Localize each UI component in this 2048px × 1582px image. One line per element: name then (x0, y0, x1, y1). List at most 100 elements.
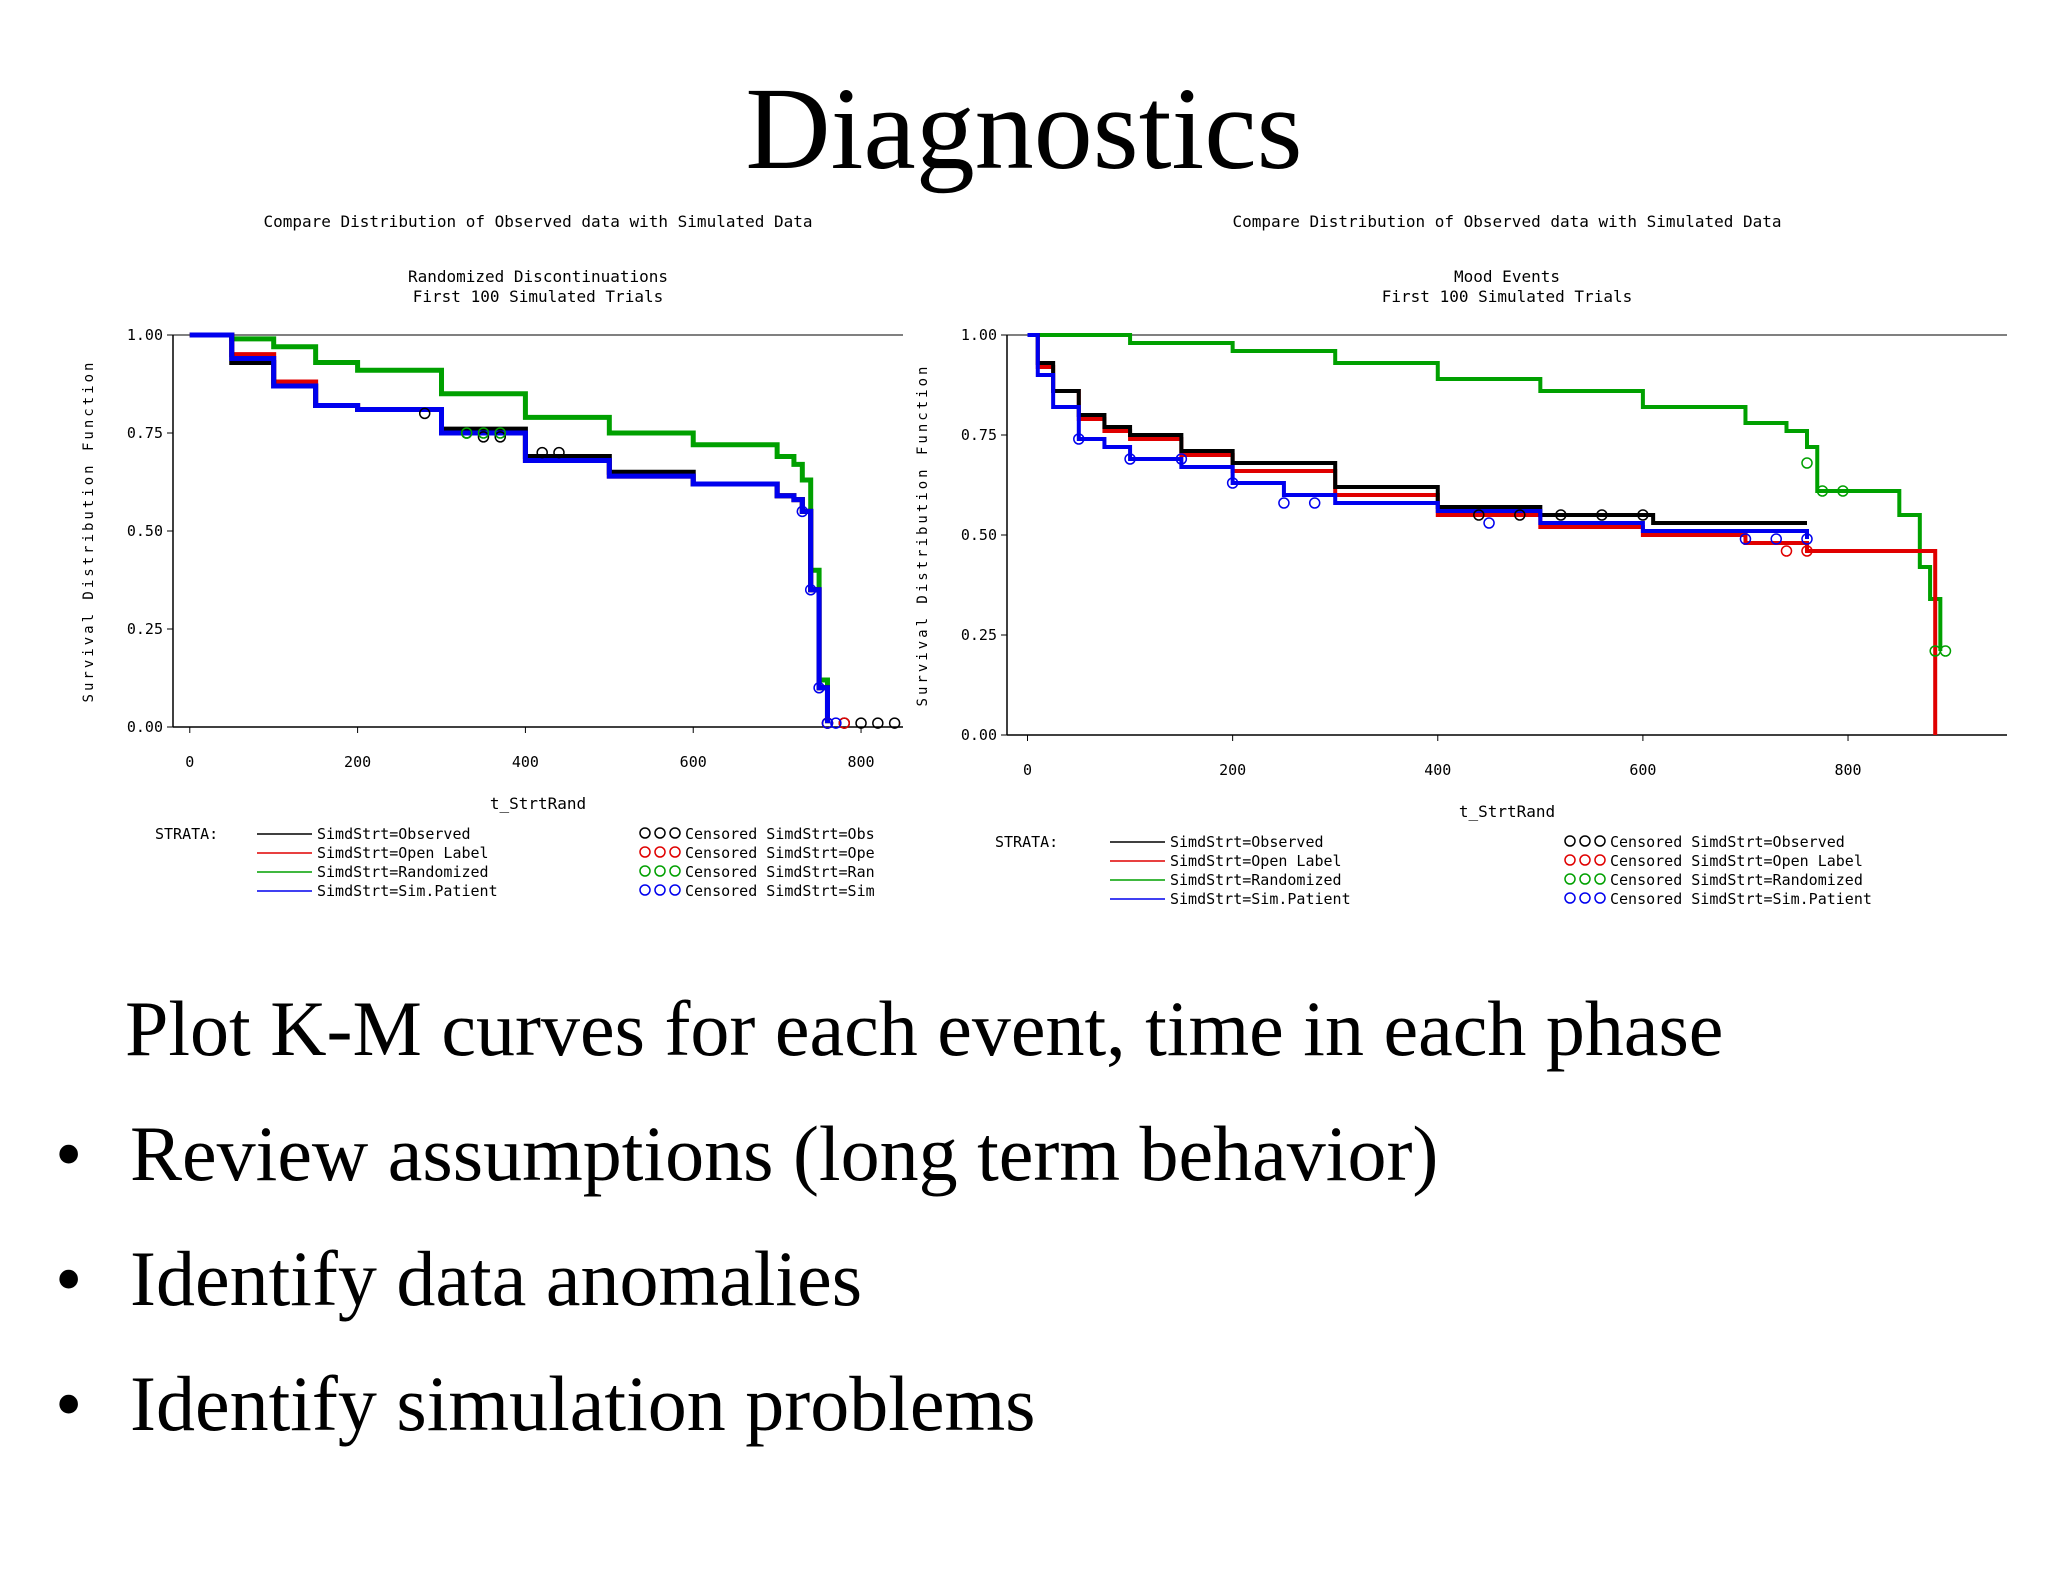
legend-marker-swatch (1579, 835, 1591, 847)
censored-marker (1483, 517, 1495, 529)
legend-marker-swatch (1594, 873, 1606, 885)
censored-marker (418, 407, 431, 420)
x-axis-label: t_StrtRand (1459, 802, 1555, 821)
legend-marker-swatch (1564, 873, 1576, 885)
legend-title: STRATA: (995, 833, 1058, 851)
legend-label: Censored SimdStrt=Ran (685, 863, 875, 881)
km-chart-mood-events: Compare Distribution of Observed data wi… (915, 205, 2040, 945)
censored-marker (1175, 453, 1188, 465)
x-tick-label: 0 (185, 753, 194, 771)
y-axis-label: Survival Distribution Function (915, 364, 931, 707)
legend-label: SimdStrt=Open Label (317, 844, 489, 862)
x-axis-label: t_StrtRand (490, 794, 586, 813)
y-tick-label: 0.25 (127, 620, 163, 638)
chart-title: Compare Distribution of Observed data wi… (263, 212, 812, 231)
bullet-symbol: • (55, 1360, 83, 1447)
km-chart-randomized-discontinuations: Compare Distribution of Observed data wi… (81, 205, 935, 945)
bullet-text: Identify simulation problems (130, 1360, 1036, 1447)
chart-subtitle: Mood Events (1454, 267, 1560, 286)
censored-marker (477, 427, 490, 439)
legend-marker-swatch (669, 865, 681, 877)
censored-marker (1801, 545, 1813, 557)
legend-marker-swatch (669, 827, 681, 839)
y-tick-label: 0.00 (127, 718, 163, 736)
legend-label: SimdStrt=Sim.Patient (317, 882, 498, 900)
legend-label: SimdStrt=Observed (1170, 833, 1324, 851)
km-series-line (189, 332, 830, 724)
censored-marker (830, 717, 842, 729)
y-tick-label: 0.75 (961, 426, 997, 444)
chart-svg: Compare Distribution of Observed data wi… (81, 212, 903, 900)
censored-marker (838, 717, 851, 729)
censored-marker (1770, 533, 1782, 545)
y-tick-label: 1.00 (127, 326, 163, 344)
y-tick-label: 0.00 (961, 726, 997, 744)
legend-label: Censored SimdStrt=Sim.Patient (1610, 890, 1872, 908)
censored-marker (1226, 477, 1239, 489)
censored-marker (1514, 509, 1526, 521)
legend-label: SimdStrt=Open Label (1170, 852, 1342, 870)
y-tick-label: 1.00 (961, 326, 997, 344)
censored-marker (494, 431, 506, 443)
legend-marker-swatch (1564, 835, 1576, 847)
censored-marker (1801, 457, 1813, 469)
x-tick-label: 400 (512, 753, 539, 771)
legend-marker-swatch (669, 884, 681, 896)
censored-marker (536, 446, 548, 459)
legend-marker-swatch (639, 865, 651, 877)
censored-marker (1816, 485, 1829, 497)
censored-marker (872, 717, 884, 729)
censored-marker (460, 427, 473, 439)
bullet-item: • Identify simulation problems (55, 1365, 1036, 1443)
censored-marker (1739, 533, 1752, 545)
x-tick-label: 200 (1219, 761, 1246, 779)
km-series-line (1027, 333, 1943, 651)
x-tick-label: 800 (1834, 761, 1861, 779)
censored-marker (477, 431, 490, 443)
bullet-item: • Identify data anomalies (55, 1240, 862, 1318)
censored-marker (1308, 497, 1321, 509)
censored-marker (1939, 645, 1952, 657)
censored-marker (1801, 533, 1813, 545)
legend-label: SimdStrt=Randomized (317, 863, 489, 881)
censored-marker (1124, 453, 1136, 465)
censored-marker (804, 584, 817, 596)
censored-marker (1837, 485, 1849, 497)
chart-svg: Compare Distribution of Observed data wi… (915, 212, 2007, 908)
legend-marker-swatch (654, 884, 666, 896)
legend-marker-swatch (654, 846, 666, 858)
censored-marker (1637, 509, 1649, 521)
bullet-text: Review assumptions (long term behavior) (130, 1110, 1439, 1197)
y-tick-label: 0.50 (961, 526, 997, 544)
legend-marker-swatch (639, 827, 651, 839)
legend-label: Censored SimdStrt=Randomized (1610, 871, 1863, 889)
bullet-item: • Review assumptions (long term behavior) (55, 1115, 1438, 1193)
legend-marker-swatch (1579, 873, 1591, 885)
bullet-symbol: • (55, 1235, 83, 1322)
censored-marker (1780, 545, 1793, 557)
legend-marker-swatch (1579, 854, 1591, 866)
legend-label: Censored SimdStrt=Ope (685, 844, 875, 862)
bullet-symbol: • (55, 1110, 83, 1197)
y-tick-label: 0.25 (961, 626, 997, 644)
y-tick-label: 0.75 (127, 424, 163, 442)
legend-marker-swatch (639, 846, 651, 858)
chart-subtitle: Randomized Discontinuations (408, 267, 668, 286)
legend-label: Censored SimdStrt=Observed (1610, 833, 1845, 851)
censored-marker (1555, 509, 1567, 521)
legend-marker-swatch (1594, 835, 1606, 847)
legend-label: SimdStrt=Observed (317, 825, 471, 843)
legend-marker-swatch (1579, 892, 1591, 904)
censored-marker (1278, 497, 1290, 509)
x-tick-label: 400 (1424, 761, 1451, 779)
km-series-line (189, 332, 830, 724)
legend-marker-swatch (1564, 892, 1576, 904)
legend-marker-swatch (1564, 854, 1576, 866)
legend-marker-swatch (654, 865, 666, 877)
legend-marker-swatch (1594, 892, 1606, 904)
km-series-line (1027, 333, 1809, 539)
censored-marker (494, 427, 506, 439)
legend-label: Censored SimdStrt=Sim (685, 882, 875, 900)
chart-title: Compare Distribution of Observed data wi… (1232, 212, 1781, 231)
censored-marker (821, 717, 834, 729)
